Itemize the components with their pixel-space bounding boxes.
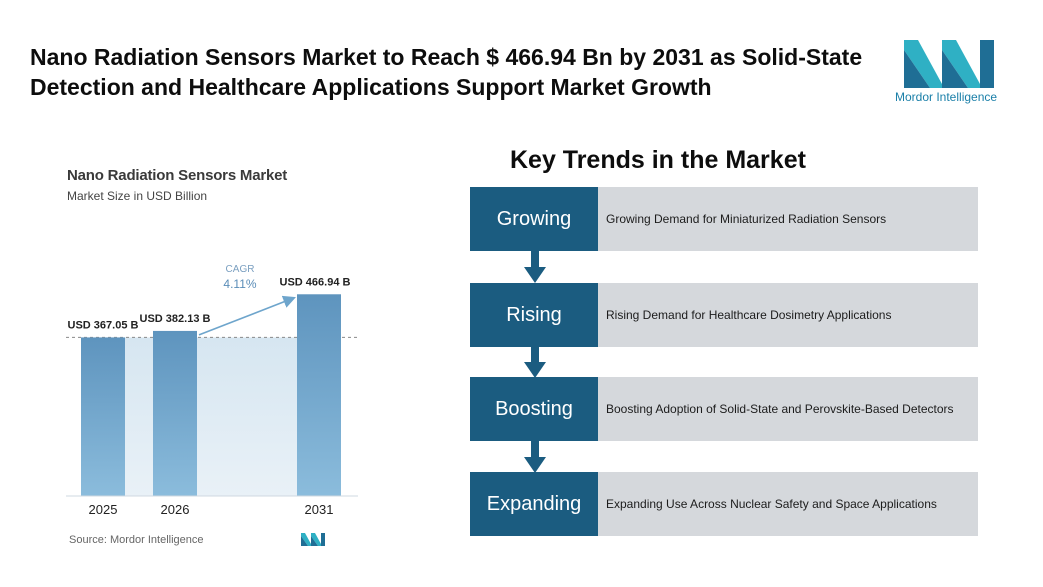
data-label-2026: USD 382.13 B [140,313,211,325]
bar-2031 [297,294,341,496]
trend-row-growing: Growing Growing Demand for Miniaturized … [470,187,978,251]
data-label-2031: USD 466.94 B [280,276,351,288]
trend-description: Growing Demand for Miniaturized Radiatio… [598,187,978,251]
trend-description: Rising Demand for Healthcare Dosimetry A… [598,283,978,347]
bar-2026 [153,330,197,496]
bar-chart: USD 367.05 B 2025 USD 382.13 B 2026 USD 466.… [66,264,358,517]
bar-2025 [81,337,125,496]
data-label-2025: USD 367.05 B [68,319,139,331]
logo-shape-left [904,40,942,88]
trend-label: Boosting [470,377,598,441]
down-arrow-icon [524,251,546,283]
trend-label: Growing [470,187,598,251]
logo-shape-left-dark [904,50,930,88]
logo-shape-right [980,40,994,88]
trend-row-rising: Rising Rising Demand for Healthcare Dosi… [470,283,978,347]
brand-name: Mordor Intelligence [895,90,998,104]
cagr-arrow [198,295,296,336]
cagr-label: CAGR [226,264,255,275]
trend-description: Expanding Use Across Nuclear Safety and … [598,472,978,536]
trend-row-boosting: Boosting Boosting Adoption of Solid-Stat… [470,377,978,441]
chart-subtitle: Market Size in USD Billion [67,189,208,203]
brand-logo [904,40,994,88]
down-arrow-icon [524,441,546,473]
page-headline: Nano Radiation Sensors Market to Reach $… [30,44,863,100]
chart-title: Nano Radiation Sensors Market [67,167,288,184]
mini-logo-icon [301,533,325,546]
trends-title: Key Trends in the Market [510,146,806,174]
trend-label: Expanding [470,472,598,536]
down-arrow-icon [524,346,546,378]
logo-shape-mid [942,40,980,88]
x-tick-label: 2031 [305,502,334,517]
cagr-value: 4.11% [223,277,256,291]
x-tick-label: 2025 [89,502,118,517]
trend-label: Rising [470,283,598,347]
chart-panel: Nano Radiation Sensors Market Market Siz… [48,150,364,556]
chart-source: Source: Mordor Intelligence [69,534,204,546]
trend-description: Boosting Adoption of Solid-State and Per… [598,377,978,441]
trend-row-expanding: Expanding Expanding Use Across Nuclear S… [470,472,978,536]
x-tick-label: 2026 [161,502,190,517]
logo-shape-mid-dark [942,50,968,88]
